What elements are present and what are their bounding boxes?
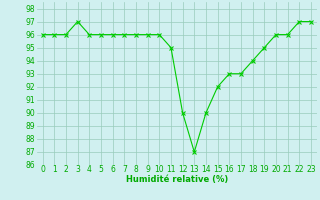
X-axis label: Humidité relative (%): Humidité relative (%) [126,175,228,184]
